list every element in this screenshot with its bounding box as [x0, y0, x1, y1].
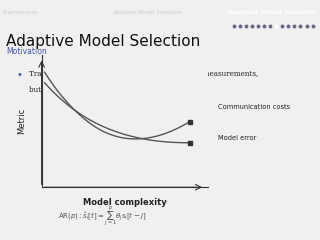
Text: •: •: [16, 70, 22, 80]
Text: Model complexity: Model complexity: [83, 198, 167, 207]
Text: Metric: Metric: [17, 108, 26, 134]
Text: Motivation: Motivation: [6, 47, 47, 56]
Text: Adaptive Model Selection: Adaptive Model Selection: [227, 10, 317, 15]
Text: Tradeoff:  More complex models better predict measurements,: Tradeoff: More complex models better pre…: [29, 70, 258, 78]
Text: but have a higher number of parameters.: but have a higher number of parameters.: [29, 86, 179, 94]
Text: $\mathrm{AR}(p) : \hat{s}_i[t] = \sum_{j=1}^{p} \theta_j s_i[t-j]$: $\mathrm{AR}(p) : \hat{s}_i[t] = \sum_{j…: [58, 205, 146, 229]
Text: Communication costs: Communication costs: [218, 104, 290, 110]
Text: Adaptive Model Selection: Adaptive Model Selection: [112, 10, 182, 15]
Text: Adaptive Model Selection: Adaptive Model Selection: [6, 34, 201, 49]
Text: Model error: Model error: [218, 135, 256, 141]
Text: Preliminaries: Preliminaries: [3, 10, 39, 15]
